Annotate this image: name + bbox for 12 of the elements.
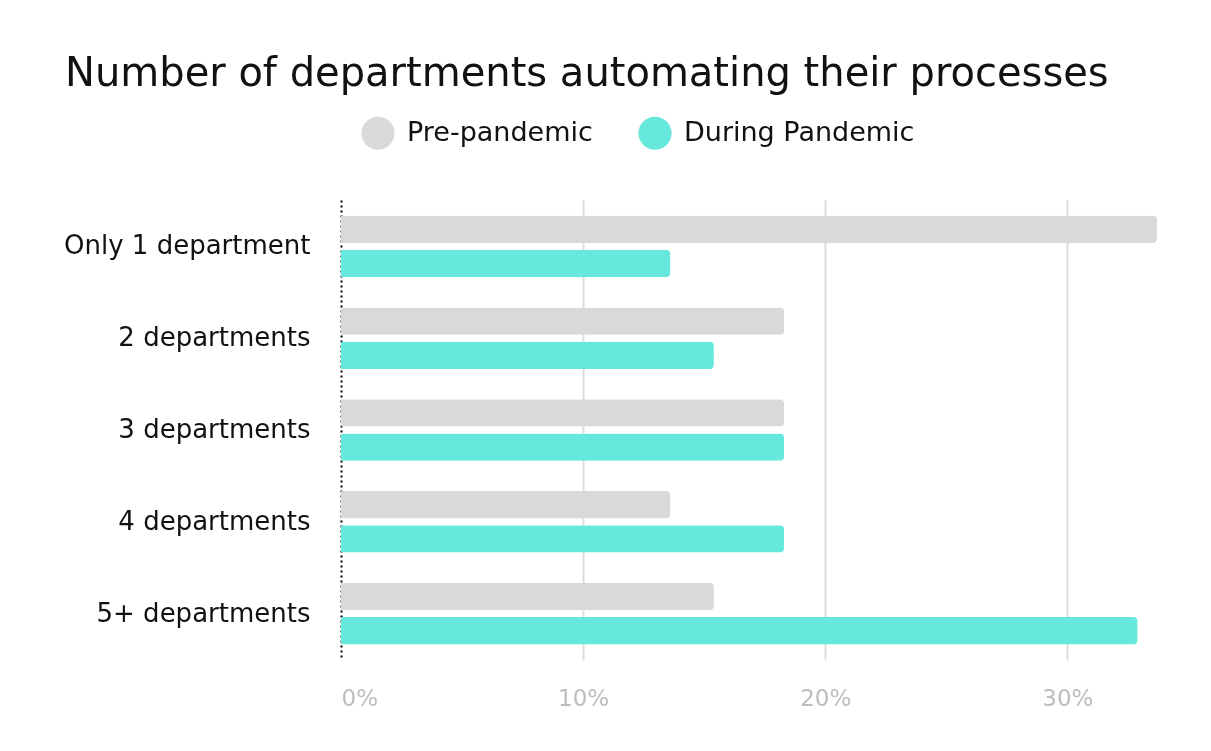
y-tick-label: 2 departments — [118, 322, 311, 353]
y-tick-label: Only 1 department — [64, 230, 311, 261]
x-tick-label: 10% — [558, 684, 610, 711]
y-tick-label: 5+ departments — [96, 597, 311, 628]
x-tick-label: 0% — [341, 684, 378, 711]
legend-label: During Pandemic — [684, 116, 915, 148]
y-tick-label: 3 departments — [118, 414, 311, 444]
y-tick-label: 4 departments — [118, 505, 311, 536]
legend-label: Pre-pandemic — [407, 116, 593, 148]
x-tick-label: 20% — [800, 684, 852, 711]
chart-title: Number of departments automating their processes — [65, 49, 1109, 95]
x-tick-label: 30% — [1042, 684, 1094, 711]
